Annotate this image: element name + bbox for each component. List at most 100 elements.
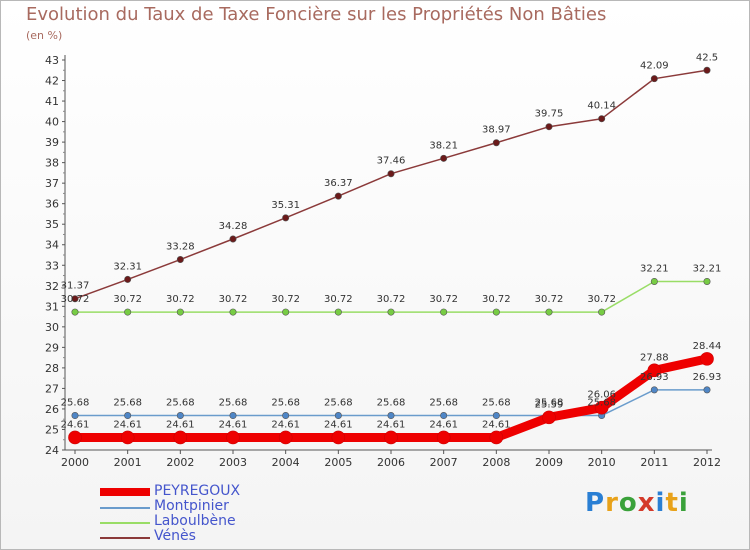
data-label: 24.61 <box>166 419 195 430</box>
data-label: 25.68 <box>61 398 90 409</box>
y-tick-label: 36 <box>45 198 59 211</box>
data-point <box>176 412 184 420</box>
data-label: 33.28 <box>166 242 195 253</box>
data-point <box>124 412 132 420</box>
data-point <box>492 139 500 147</box>
data-label: 26.06 <box>587 390 616 401</box>
data-label: 24.61 <box>324 419 353 430</box>
data-label: 35.31 <box>271 200 300 211</box>
data-label: 30.72 <box>166 294 195 305</box>
data-label: 30.72 <box>377 294 406 305</box>
data-label: 24.61 <box>61 419 90 430</box>
data-label: 30.72 <box>219 294 248 305</box>
data-label: 38.21 <box>429 140 458 151</box>
data-label: 25.68 <box>587 398 616 409</box>
data-label: 25.68 <box>324 398 353 409</box>
data-label: 42.5 <box>696 52 718 63</box>
data-label: 42.09 <box>640 61 669 72</box>
data-label: 25.68 <box>377 398 406 409</box>
data-point <box>387 308 395 316</box>
data-point <box>71 308 79 316</box>
legend-label: Montpinier <box>154 498 229 514</box>
legend-label: Laboulbène <box>154 513 236 529</box>
data-label: 36.37 <box>324 178 353 189</box>
data-point <box>650 386 658 394</box>
data-point <box>282 214 290 222</box>
data-point <box>703 277 711 285</box>
data-label: 30.72 <box>113 294 142 305</box>
data-label: 24.61 <box>219 419 248 430</box>
data-point <box>436 430 451 445</box>
logo-letter: i <box>655 488 666 518</box>
x-tick-label: 2007 <box>430 456 458 469</box>
logo-letter: i <box>678 488 689 518</box>
legend-swatch <box>100 522 150 524</box>
data-label: 24.61 <box>482 419 511 430</box>
x-tick-label: 2000 <box>61 456 89 469</box>
data-point <box>492 412 500 420</box>
data-label: 26.93 <box>693 372 722 383</box>
data-point <box>489 430 504 445</box>
data-label: 25.68 <box>482 398 511 409</box>
y-tick-label: 30 <box>45 321 59 334</box>
data-label: 25.68 <box>113 398 142 409</box>
data-label: 39.75 <box>535 109 564 120</box>
data-point <box>440 412 448 420</box>
y-tick-label: 25 <box>45 423 59 436</box>
data-label: 28.44 <box>693 341 722 352</box>
data-point <box>650 277 658 285</box>
data-label: 25.68 <box>429 398 458 409</box>
data-point <box>229 308 237 316</box>
data-label: 30.72 <box>482 294 511 305</box>
data-point <box>384 430 398 445</box>
data-label: 25.68 <box>219 398 248 409</box>
y-tick-label: 34 <box>45 239 59 252</box>
y-tick-label: 32 <box>45 280 59 293</box>
data-point <box>700 352 714 366</box>
data-label: 34.28 <box>219 221 248 232</box>
data-point <box>542 410 556 425</box>
data-label: 38.97 <box>482 125 511 136</box>
data-point <box>331 430 346 445</box>
y-tick-label: 43 <box>45 54 59 67</box>
y-tick-label: 41 <box>45 95 59 108</box>
data-point <box>334 192 342 200</box>
data-label: 24.61 <box>377 419 406 430</box>
legend-swatch <box>100 488 150 496</box>
logo-letter: o <box>618 488 638 518</box>
data-point <box>650 75 658 83</box>
x-tick-label: 2002 <box>166 456 194 469</box>
data-point <box>71 295 79 303</box>
logo-letter: t <box>665 488 679 518</box>
legend-swatch <box>100 507 150 509</box>
legend-label: Vénès <box>154 528 196 544</box>
logo-letter: P <box>585 488 606 518</box>
data-label: 30.72 <box>61 294 90 305</box>
logo-letter: x <box>637 488 656 518</box>
data-point <box>229 235 237 243</box>
y-tick-label: 31 <box>45 300 59 313</box>
data-label: 25.68 <box>166 398 195 409</box>
data-point <box>598 115 606 123</box>
data-point <box>334 412 342 420</box>
data-point <box>387 412 395 420</box>
data-point <box>282 412 290 420</box>
data-label: 25.68 <box>535 398 564 409</box>
y-tick-label: 27 <box>45 382 59 395</box>
y-tick-label: 24 <box>45 444 59 457</box>
x-tick-label: 2006 <box>377 456 405 469</box>
data-point <box>492 308 500 316</box>
data-label: 24.61 <box>113 419 142 430</box>
data-point <box>545 308 553 316</box>
data-point <box>173 430 188 445</box>
data-point <box>120 430 135 445</box>
data-label: 24.61 <box>429 419 458 430</box>
data-point <box>124 308 132 316</box>
data-point <box>334 308 342 316</box>
x-tick-label: 2010 <box>588 456 616 469</box>
y-tick-label: 35 <box>45 218 59 231</box>
data-label: 25.68 <box>271 398 300 409</box>
data-point <box>387 170 395 178</box>
